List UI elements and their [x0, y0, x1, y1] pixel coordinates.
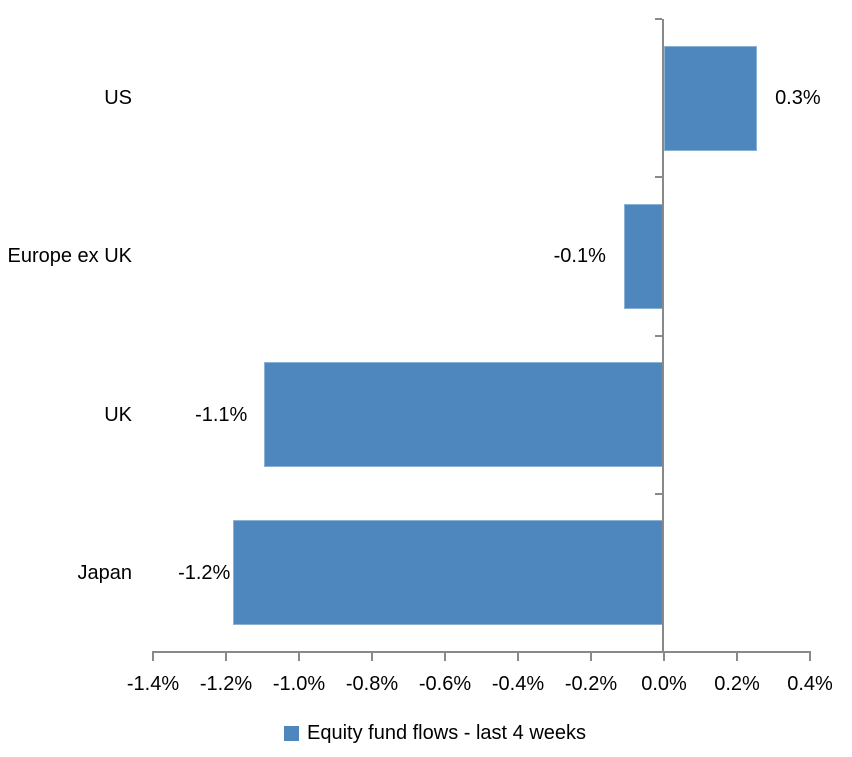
- x-axis-tick-label: -1.0%: [272, 673, 326, 695]
- x-axis-tick-label: -0.4%: [491, 673, 545, 695]
- x-axis-tick-label: -1.4%: [126, 673, 180, 695]
- y-axis-tick: [655, 176, 662, 179]
- x-axis-tick-label: -0.8%: [345, 673, 399, 695]
- category-label: Europe ex UK: [7, 245, 132, 268]
- category-label: US: [104, 87, 132, 110]
- value-label: -1.2%: [178, 561, 231, 584]
- category-label: UK: [104, 403, 132, 426]
- value-label: 0.3%: [775, 87, 821, 110]
- bar-europe-ex-uk: [623, 203, 664, 309]
- x-axis-tick: [225, 651, 227, 661]
- y-axis-tick: [655, 334, 662, 337]
- value-label: -0.1%: [553, 245, 606, 268]
- bar-us: [664, 45, 758, 151]
- x-axis-tick: [444, 651, 446, 661]
- x-axis-tick: [809, 651, 811, 661]
- y-axis-tick: [655, 18, 662, 20]
- y-axis-tick: [655, 492, 662, 495]
- x-axis-tick-label: -1.2%: [199, 673, 253, 695]
- bar-uk: [264, 362, 664, 468]
- x-axis-tick-label: -0.6%: [418, 673, 472, 695]
- x-axis-tick: [590, 651, 592, 661]
- x-axis-tick-label: 0.2%: [714, 673, 760, 695]
- x-axis-tick: [152, 651, 154, 661]
- x-axis-tick-label: -0.2%: [564, 673, 618, 695]
- x-axis-tick: [517, 651, 519, 661]
- value-label: -1.1%: [195, 403, 248, 426]
- x-axis-tick: [298, 651, 300, 661]
- x-axis-tick-label: 0.0%: [641, 673, 687, 695]
- x-axis-line: [152, 651, 811, 653]
- x-axis-tick: [663, 651, 665, 661]
- legend-marker-icon: [284, 725, 299, 741]
- bar-japan: [233, 520, 664, 626]
- legend: Equity fund flows - last 4 weeks: [284, 721, 586, 745]
- x-axis-tick: [736, 651, 738, 661]
- category-label: Japan: [77, 561, 133, 584]
- x-axis-tick-label: 0.4%: [787, 673, 833, 695]
- y-axis-line: [662, 19, 664, 652]
- legend-label: Equity fund flows - last 4 weeks: [307, 722, 587, 744]
- x-axis-tick: [371, 651, 373, 661]
